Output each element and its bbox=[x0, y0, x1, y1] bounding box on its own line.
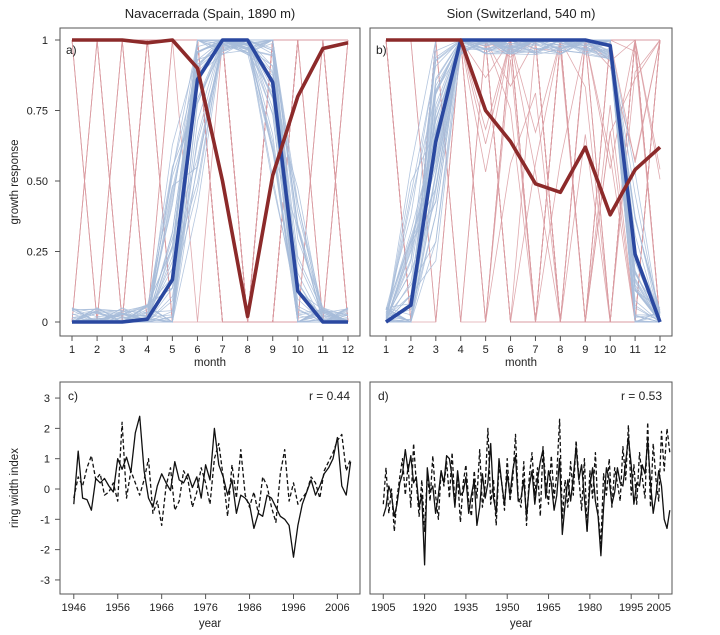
panel-title: Navacerrada (Spain, 1890 m) bbox=[125, 6, 296, 21]
temperature-ensemble-line bbox=[71, 43, 349, 323]
x-tick-label: 1965 bbox=[536, 602, 560, 614]
y-tick-label: 0.25 bbox=[27, 247, 48, 259]
x-tick-label: 1950 bbox=[495, 602, 519, 614]
y-tick-label: 0.50 bbox=[27, 176, 48, 188]
x-axis-label: month bbox=[194, 357, 226, 369]
simulated-series-line bbox=[382, 418, 671, 545]
x-tick-label: 1905 bbox=[371, 602, 395, 614]
panel-frame-1 bbox=[369, 27, 673, 337]
y-tick-label: 1 bbox=[44, 454, 50, 466]
plot-area-1 bbox=[384, 38, 662, 324]
x-axis-label: year bbox=[510, 618, 533, 630]
x-tick-label: 6 bbox=[194, 344, 200, 356]
x-tick-label: 4 bbox=[458, 344, 464, 356]
x-tick-label: 3 bbox=[433, 344, 439, 356]
x-tick-label: 1986 bbox=[237, 602, 261, 614]
x-tick-label: 4 bbox=[144, 344, 150, 356]
x-tick-label: 5 bbox=[483, 344, 489, 356]
temperature-ensemble-line bbox=[385, 39, 661, 322]
x-tick-label: 2 bbox=[94, 344, 100, 356]
y-tick-label: -2 bbox=[40, 545, 50, 557]
x-tick-label: 11 bbox=[317, 344, 328, 356]
correlation-annotation: r = 0.44 bbox=[309, 389, 350, 403]
y-tick-label: 0 bbox=[44, 484, 50, 496]
panel-label: b) bbox=[376, 43, 387, 57]
x-tick-label: 1996 bbox=[281, 602, 305, 614]
x-tick-label: 2005 bbox=[646, 602, 670, 614]
y-tick-label: -1 bbox=[40, 514, 50, 526]
y-axis-label: ring width index bbox=[9, 448, 21, 528]
x-tick-label: 11 bbox=[629, 344, 640, 356]
y-tick-label: 3 bbox=[44, 393, 50, 405]
x-tick-label: 1980 bbox=[578, 602, 602, 614]
x-tick-label: 3 bbox=[119, 344, 125, 356]
moisture-median-line bbox=[72, 38, 349, 319]
temperature-ensemble-line bbox=[71, 39, 348, 323]
plot-area-0 bbox=[71, 38, 349, 324]
x-tick-label: 2 bbox=[408, 344, 414, 356]
y-axis-label: growth response bbox=[9, 139, 21, 224]
moisture-median-line bbox=[386, 38, 662, 217]
observed-series-line bbox=[73, 415, 352, 558]
x-tick-label: 1956 bbox=[105, 602, 129, 614]
x-tick-label: 7 bbox=[532, 344, 538, 356]
x-tick-label: 2006 bbox=[325, 602, 349, 614]
y-tick-label: 0 bbox=[42, 317, 48, 329]
panel-title: Sion (Switzerland, 540 m) bbox=[447, 6, 596, 21]
x-tick-label: 1920 bbox=[412, 602, 436, 614]
x-tick-label: 5 bbox=[169, 344, 175, 356]
x-tick-label: 9 bbox=[270, 344, 276, 356]
correlation-annotation: r = 0.53 bbox=[621, 389, 662, 403]
x-tick-label: 6 bbox=[507, 344, 513, 356]
x-tick-label: 10 bbox=[292, 344, 304, 356]
x-tick-label: 8 bbox=[557, 344, 563, 356]
temperature-median-line bbox=[72, 38, 348, 324]
panel-frame-2 bbox=[59, 381, 361, 595]
x-tick-label: 8 bbox=[245, 344, 251, 356]
x-tick-label: 1995 bbox=[619, 602, 643, 614]
temperature-ensemble-line bbox=[71, 39, 349, 323]
simulated-series-line bbox=[73, 421, 352, 527]
panel-frame-3 bbox=[369, 381, 673, 595]
y-tick-label: 2 bbox=[44, 423, 50, 435]
x-tick-label: 1 bbox=[69, 344, 75, 356]
x-tick-label: 7 bbox=[219, 344, 225, 356]
x-tick-label: 12 bbox=[654, 344, 666, 356]
x-tick-label: 1935 bbox=[454, 602, 478, 614]
x-tick-label: 1946 bbox=[62, 602, 86, 614]
panel-frame-0 bbox=[59, 27, 361, 337]
x-axis-label: month bbox=[505, 357, 537, 369]
panel-label: a) bbox=[66, 43, 77, 57]
y-tick-label: 1 bbox=[42, 35, 48, 47]
x-tick-label: 10 bbox=[604, 344, 616, 356]
x-tick-label: 1966 bbox=[149, 602, 173, 614]
moisture-ensemble-line bbox=[385, 39, 660, 323]
x-tick-label: 1 bbox=[383, 344, 389, 356]
x-tick-label: 1976 bbox=[193, 602, 217, 614]
panel-label: d) bbox=[378, 389, 389, 403]
temperature-median-line bbox=[384, 38, 662, 324]
x-tick-label: 9 bbox=[582, 344, 588, 356]
y-tick-label: -3 bbox=[40, 575, 50, 587]
x-axis-label: year bbox=[199, 618, 222, 630]
y-tick-label: 0.75 bbox=[27, 106, 48, 118]
panel-label: c) bbox=[68, 389, 78, 403]
x-tick-label: 12 bbox=[342, 344, 354, 356]
